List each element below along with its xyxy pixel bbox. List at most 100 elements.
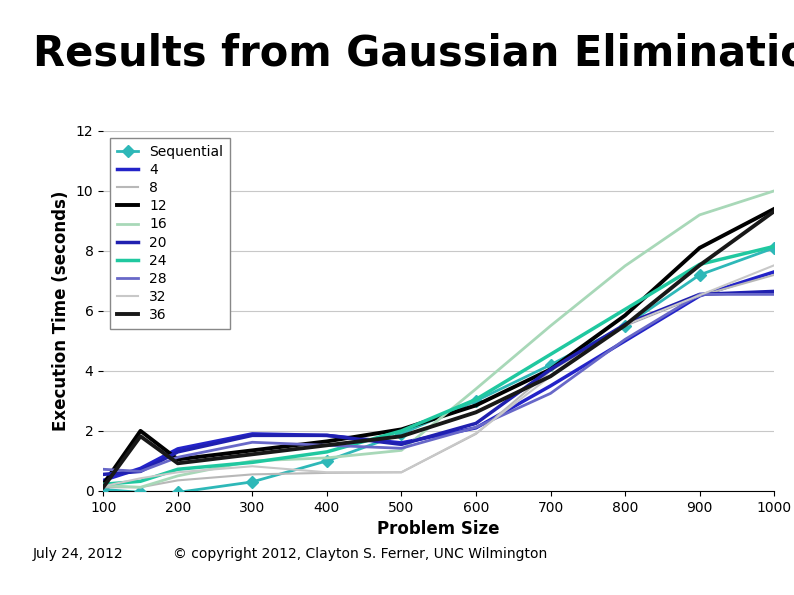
- Sequential: [695, 271, 704, 278]
- 28: [397, 444, 407, 452]
- 36: [248, 450, 257, 458]
- 12: [545, 366, 555, 373]
- 8: [248, 471, 257, 478]
- 20: [173, 448, 183, 455]
- 12: [136, 427, 145, 434]
- 4: [545, 383, 555, 390]
- 16: [397, 447, 407, 454]
- 24: [136, 478, 145, 485]
- Line: 8: 8: [103, 275, 774, 487]
- Line: 4: 4: [103, 272, 774, 480]
- 28: [322, 441, 332, 449]
- 4: [322, 432, 332, 439]
- 8: [471, 430, 480, 437]
- Line: 36: 36: [103, 211, 774, 487]
- Sequential: [471, 397, 480, 405]
- 16: [136, 484, 145, 491]
- 32: [248, 463, 257, 470]
- Line: 20: 20: [103, 292, 774, 474]
- 4: [397, 439, 407, 446]
- 8: [545, 367, 555, 374]
- 4: [620, 337, 630, 345]
- Sequential: [98, 486, 108, 493]
- 20: [322, 432, 332, 439]
- Sequential: [136, 489, 145, 496]
- Text: Results from Gaussian Elimination: Results from Gaussian Elimination: [33, 33, 794, 74]
- Y-axis label: Execution Time (seconds): Execution Time (seconds): [52, 191, 71, 431]
- 24: [173, 466, 183, 473]
- 36: [397, 433, 407, 440]
- 36: [322, 441, 332, 449]
- 20: [620, 321, 630, 328]
- 16: [98, 482, 108, 489]
- 36: [471, 409, 480, 416]
- Sequential: [397, 430, 407, 437]
- Line: Sequential: Sequential: [99, 244, 778, 497]
- 28: [695, 291, 704, 298]
- 20: [695, 291, 704, 298]
- 12: [248, 447, 257, 454]
- 4: [471, 424, 480, 431]
- Line: 32: 32: [103, 265, 774, 486]
- Legend: Sequential, 4, 8, 12, 16, 20, 24, 28, 32, 36: Sequential, 4, 8, 12, 16, 20, 24, 28, 32…: [110, 138, 230, 329]
- 12: [322, 438, 332, 445]
- Sequential: [769, 245, 779, 252]
- 24: [322, 448, 332, 455]
- 4: [136, 465, 145, 472]
- 4: [769, 268, 779, 275]
- 28: [98, 466, 108, 473]
- 36: [620, 322, 630, 329]
- 36: [769, 208, 779, 215]
- Sequential: [248, 478, 257, 486]
- 32: [98, 483, 108, 490]
- 8: [695, 292, 704, 299]
- 20: [136, 468, 145, 475]
- 24: [248, 459, 257, 466]
- 28: [248, 439, 257, 446]
- 36: [98, 484, 108, 491]
- 36: [173, 460, 183, 467]
- 8: [620, 322, 630, 330]
- 12: [397, 426, 407, 433]
- 32: [545, 372, 555, 380]
- 20: [248, 432, 257, 439]
- Sequential: [545, 361, 555, 368]
- Sequential: [322, 458, 332, 465]
- 20: [397, 441, 407, 448]
- 12: [769, 205, 779, 212]
- 12: [173, 456, 183, 463]
- 32: [322, 469, 332, 476]
- 4: [98, 477, 108, 484]
- 32: [136, 475, 145, 482]
- 28: [471, 424, 480, 431]
- Text: © copyright 2012, Clayton S. Ferner, UNC Wilmington: © copyright 2012, Clayton S. Ferner, UNC…: [173, 547, 547, 561]
- 8: [769, 271, 779, 278]
- Line: 12: 12: [103, 209, 774, 484]
- 36: [695, 262, 704, 269]
- Line: 16: 16: [103, 191, 774, 487]
- 24: [695, 261, 704, 268]
- 32: [471, 430, 480, 437]
- 32: [620, 322, 630, 329]
- 24: [769, 243, 779, 250]
- 8: [397, 469, 407, 476]
- 36: [136, 433, 145, 440]
- 16: [695, 211, 704, 218]
- Text: July 24, 2012: July 24, 2012: [33, 547, 124, 561]
- 24: [397, 427, 407, 434]
- 12: [695, 245, 704, 252]
- 12: [471, 402, 480, 409]
- Sequential: [620, 322, 630, 330]
- 20: [545, 366, 555, 373]
- Line: 28: 28: [103, 295, 774, 471]
- Sequential: [173, 489, 183, 496]
- 12: [620, 312, 630, 319]
- 16: [173, 472, 183, 480]
- 20: [769, 288, 779, 295]
- 24: [545, 351, 555, 358]
- 8: [98, 484, 108, 491]
- 16: [769, 187, 779, 195]
- 8: [136, 484, 145, 491]
- 28: [769, 291, 779, 298]
- 16: [545, 322, 555, 330]
